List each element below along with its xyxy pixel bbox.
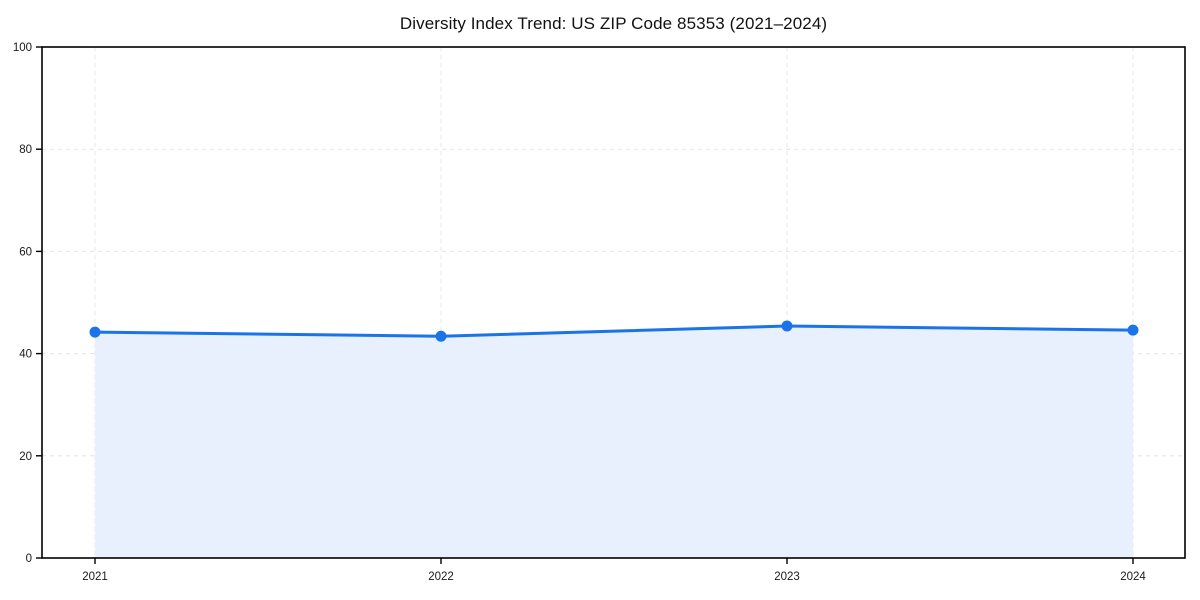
x-tick-label: 2021	[82, 571, 108, 583]
y-tick-label: 40	[19, 349, 32, 361]
y-tick-label: 80	[19, 144, 32, 156]
data-point-2022	[435, 330, 447, 342]
x-tick-label: 2022	[428, 571, 454, 583]
chart-title: Diversity Index Trend: US ZIP Code 85353…	[399, 14, 828, 33]
trend-line	[93, 324, 1135, 338]
y-tick-label: 20	[19, 451, 32, 463]
data-point-2021	[89, 326, 101, 338]
plot-frame	[41, 46, 1186, 559]
y-tick-label: 100	[13, 42, 32, 54]
x-tick-label: 2024	[1120, 571, 1146, 583]
area-fill	[95, 326, 1133, 558]
y-tick-label: 60	[19, 246, 32, 258]
data-point-2023	[781, 320, 793, 332]
y-tick-label: 0	[26, 553, 32, 565]
data-point-2024	[1127, 324, 1139, 336]
x-tick-label: 2023	[774, 571, 800, 583]
